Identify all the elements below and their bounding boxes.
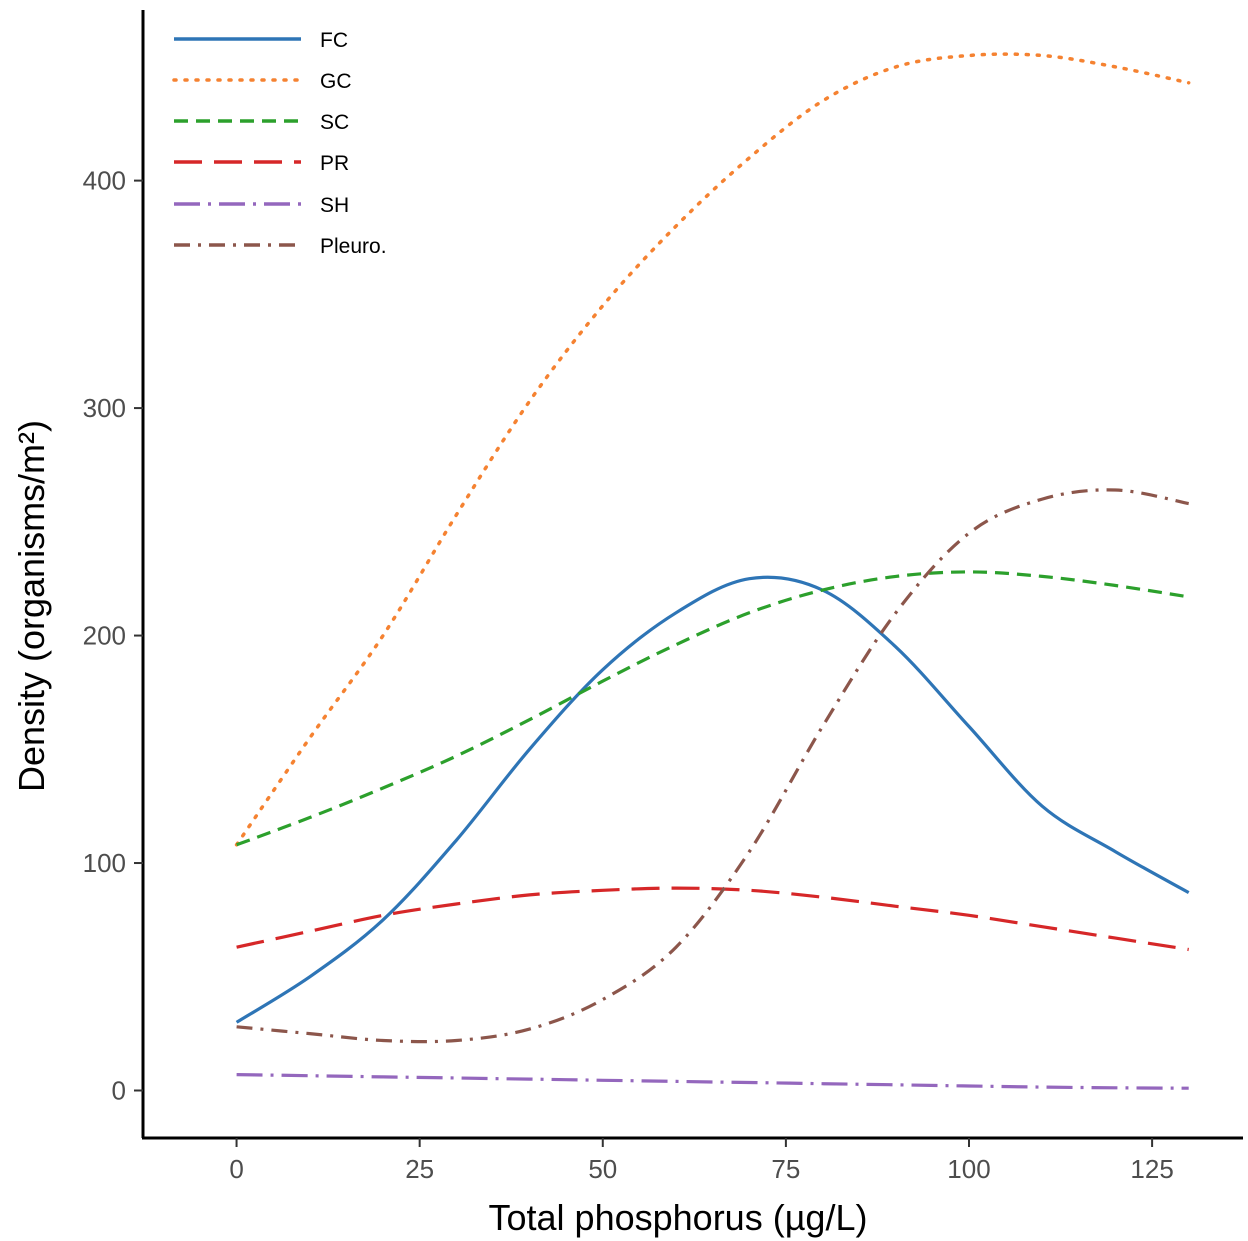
x-tick-label: 0 xyxy=(229,1154,243,1184)
legend-label-gc: GC xyxy=(320,70,352,93)
y-tick-label: 400 xyxy=(83,166,126,196)
legend-label-pr: PR xyxy=(320,152,349,175)
x-axis-title: Total phosphorus (µg/L) xyxy=(489,1197,868,1238)
y-axis-title: Density (organisms/m²) xyxy=(11,420,52,792)
series-line-pleuro xyxy=(236,488,1189,1044)
series-line-gc xyxy=(234,52,1191,847)
x-tick-label: 75 xyxy=(771,1154,800,1184)
legend-label-sh: SH xyxy=(320,194,349,217)
legend-label-sc: SC xyxy=(320,111,349,134)
x-tick-label: 100 xyxy=(947,1154,990,1184)
y-tick-label: 200 xyxy=(83,621,126,651)
series-line-sh xyxy=(236,1073,1189,1090)
series-line-pr xyxy=(236,886,1189,952)
x-axis-ticks: 0 25 50 75 100 125 xyxy=(229,1138,1174,1184)
x-tick-label: 25 xyxy=(405,1154,434,1184)
plot-area xyxy=(234,52,1191,1090)
y-tick-label: 0 xyxy=(112,1076,126,1106)
series-line-sc xyxy=(236,570,1189,847)
y-axis-ticks: 0 100 200 300 400 xyxy=(83,166,143,1106)
legend-label-pleuro: Pleuro. xyxy=(320,235,387,258)
y-tick-label: 300 xyxy=(83,393,126,423)
x-tick-label: 50 xyxy=(588,1154,617,1184)
x-tick-label: 125 xyxy=(1130,1154,1173,1184)
y-tick-label: 100 xyxy=(83,848,126,878)
series-line-fc xyxy=(235,575,1190,1024)
legend-label-fc: FC xyxy=(320,29,348,52)
legend: FC GC SC PR SH Pleuro. xyxy=(172,29,387,258)
